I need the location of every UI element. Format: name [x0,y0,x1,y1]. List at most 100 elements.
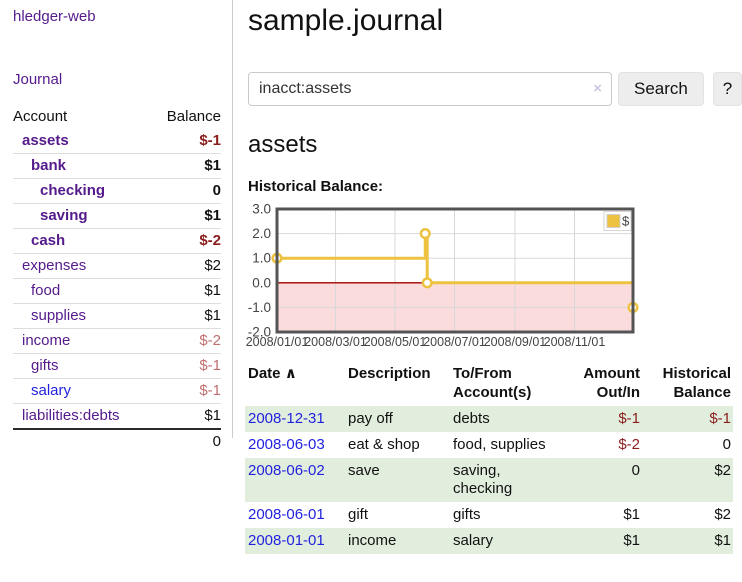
account-balance-table: Account Balance assets $-1 bank $1 checking 0… [13,105,221,454]
svg-text:-1.0: -1.0 [248,300,271,315]
svg-text:$: $ [622,214,630,229]
accounts-column-header: To/From Account(s) [453,365,532,401]
sort-ascending-icon: ∧ [284,365,297,382]
register-header-row: Date ∧ Description To/From Account(s) Am… [245,362,733,406]
total-spacer [13,428,151,454]
svg-text:1.0: 1.0 [252,251,271,266]
transaction-row: 2008-12-31 pay off debts $-1 $-1 [245,406,733,432]
transaction-amount: $-1 [618,410,640,427]
transaction-date-link[interactable]: 2008-06-01 [248,506,325,523]
account-balance: $-1 [199,132,221,149]
transaction-amount: $-2 [618,436,640,453]
transaction-date-link[interactable]: 2008-01-01 [248,532,325,549]
account-row: food $1 [13,278,221,304]
account-row: liabilities:debts $1 [13,403,221,429]
account-row: saving $1 [13,203,221,229]
account-balance: $1 [150,278,221,304]
balance-column-header: Balance [166,108,221,125]
account-balance: $1 [150,303,221,329]
svg-text:0.0: 0.0 [252,275,271,290]
register-table: Date ∧ Description To/From Account(s) Am… [245,362,733,554]
svg-text:3.0: 3.0 [252,202,271,217]
account-link[interactable]: checking [40,182,106,199]
account-row: income $-2 [13,328,221,354]
historical-balance-chart: $3.0 2.0 1.0 0.0 -1.0 -2.0 2008/01/01 2008/03/0… [241,202,742,350]
transaction-accounts: salary [453,532,494,549]
svg-text:-2.0: -2.0 [248,325,271,340]
balance-column-header-main: Historical Balance [662,365,731,401]
account-row: expenses $2 [13,253,221,279]
transaction-date-link[interactable]: 2008-12-31 [248,410,325,427]
account-row: gifts $-1 [13,353,221,379]
transaction-date-link[interactable]: 2008-06-03 [248,436,325,453]
app-brand-link[interactable]: hledger-web [13,8,96,25]
sidebar-item-journal[interactable]: Journal [13,71,63,88]
search-input-wrap: × [248,72,612,106]
transaction-accounts: saving, checking [453,462,513,497]
transaction-amount: $1 [623,506,640,523]
account-link[interactable]: bank [31,157,67,174]
clear-search-icon[interactable]: × [593,80,602,97]
account-link[interactable]: cash [31,232,66,249]
transaction-description: gift [348,506,369,523]
accounts-total-value: 0 [150,428,221,454]
account-balance: $1 [150,153,221,179]
account-row: supplies $1 [13,303,221,329]
svg-text:2.0: 2.0 [252,226,271,241]
account-link[interactable]: liabilities:debts [22,407,120,424]
account-row: assets $-1 [13,129,221,154]
transaction-balance: $-1 [709,410,731,427]
transaction-row: 2008-06-03 eat & shop food, supplies $-2 0 [245,432,733,458]
account-balance: $-1 [150,378,221,404]
transaction-balance: $2 [714,462,731,479]
account-balance: $-2 [150,228,221,254]
account-row: bank $1 [13,153,221,179]
account-link[interactable]: gifts [31,357,59,374]
transaction-row: 2008-06-01 gift gifts $1 $2 [245,502,733,528]
transaction-balance: 0 [722,436,731,453]
transaction-description: pay off [348,410,393,427]
account-balance: $-1 [150,353,221,379]
transaction-amount: $1 [623,532,640,549]
search-button[interactable]: Search [618,72,704,106]
search-bar: × Search ? [248,72,742,106]
account-table-header: Account Balance [13,105,221,129]
transaction-date-link[interactable]: 2008-06-02 [248,462,325,479]
svg-text:2008/07/01: 2008/07/01 [423,335,486,349]
account-link[interactable]: saving [40,207,88,224]
chart-svg: $3.0 2.0 1.0 0.0 -1.0 -2.02008/01/012008/03/0… [246,202,639,349]
date-column-header[interactable]: Date ∧ [248,365,297,382]
account-balance: $2 [150,253,221,279]
transaction-description: income [348,532,397,549]
account-link[interactable]: supplies [31,307,87,324]
account-link[interactable]: salary [31,382,72,399]
account-balance: 0 [150,178,221,204]
account-link[interactable]: assets [22,132,69,149]
account-row: salary $-1 [13,378,221,404]
transaction-amount: 0 [631,462,640,479]
transaction-description: eat & shop [348,436,420,453]
chart-label: Historical Balance: [248,178,384,195]
transaction-row: 2008-06-02 save saving, checking 0 $2 [245,458,733,502]
account-link[interactable]: expenses [22,257,87,274]
svg-text:2008/11/01: 2008/11/01 [544,335,606,349]
search-help-button[interactable]: ? [712,72,742,106]
transaction-accounts: debts [453,410,490,427]
svg-text:2008/05/01: 2008/05/01 [364,335,427,349]
account-balance: $1 [150,203,221,229]
amount-column-header: Amount Out/In [583,365,640,401]
account-balance: $1 [150,403,221,429]
transaction-accounts: gifts [453,506,481,523]
svg-text:2008/09/01: 2008/09/01 [484,335,547,349]
account-balance: $-2 [150,328,221,354]
main-content: sample.journal × Search ? assets Histori… [245,0,742,554]
description-column-header: Description [348,365,431,382]
account-link[interactable]: income [22,332,71,349]
sidebar: hledger-web Journal Account Balance asse… [0,0,233,454]
account-link[interactable]: food [31,282,61,299]
transaction-accounts: food, supplies [453,436,546,453]
search-input[interactable] [248,72,612,106]
svg-text:2008/03/01: 2008/03/01 [304,335,367,349]
page-title: sample.journal [248,4,444,37]
account-heading: assets [248,131,318,158]
